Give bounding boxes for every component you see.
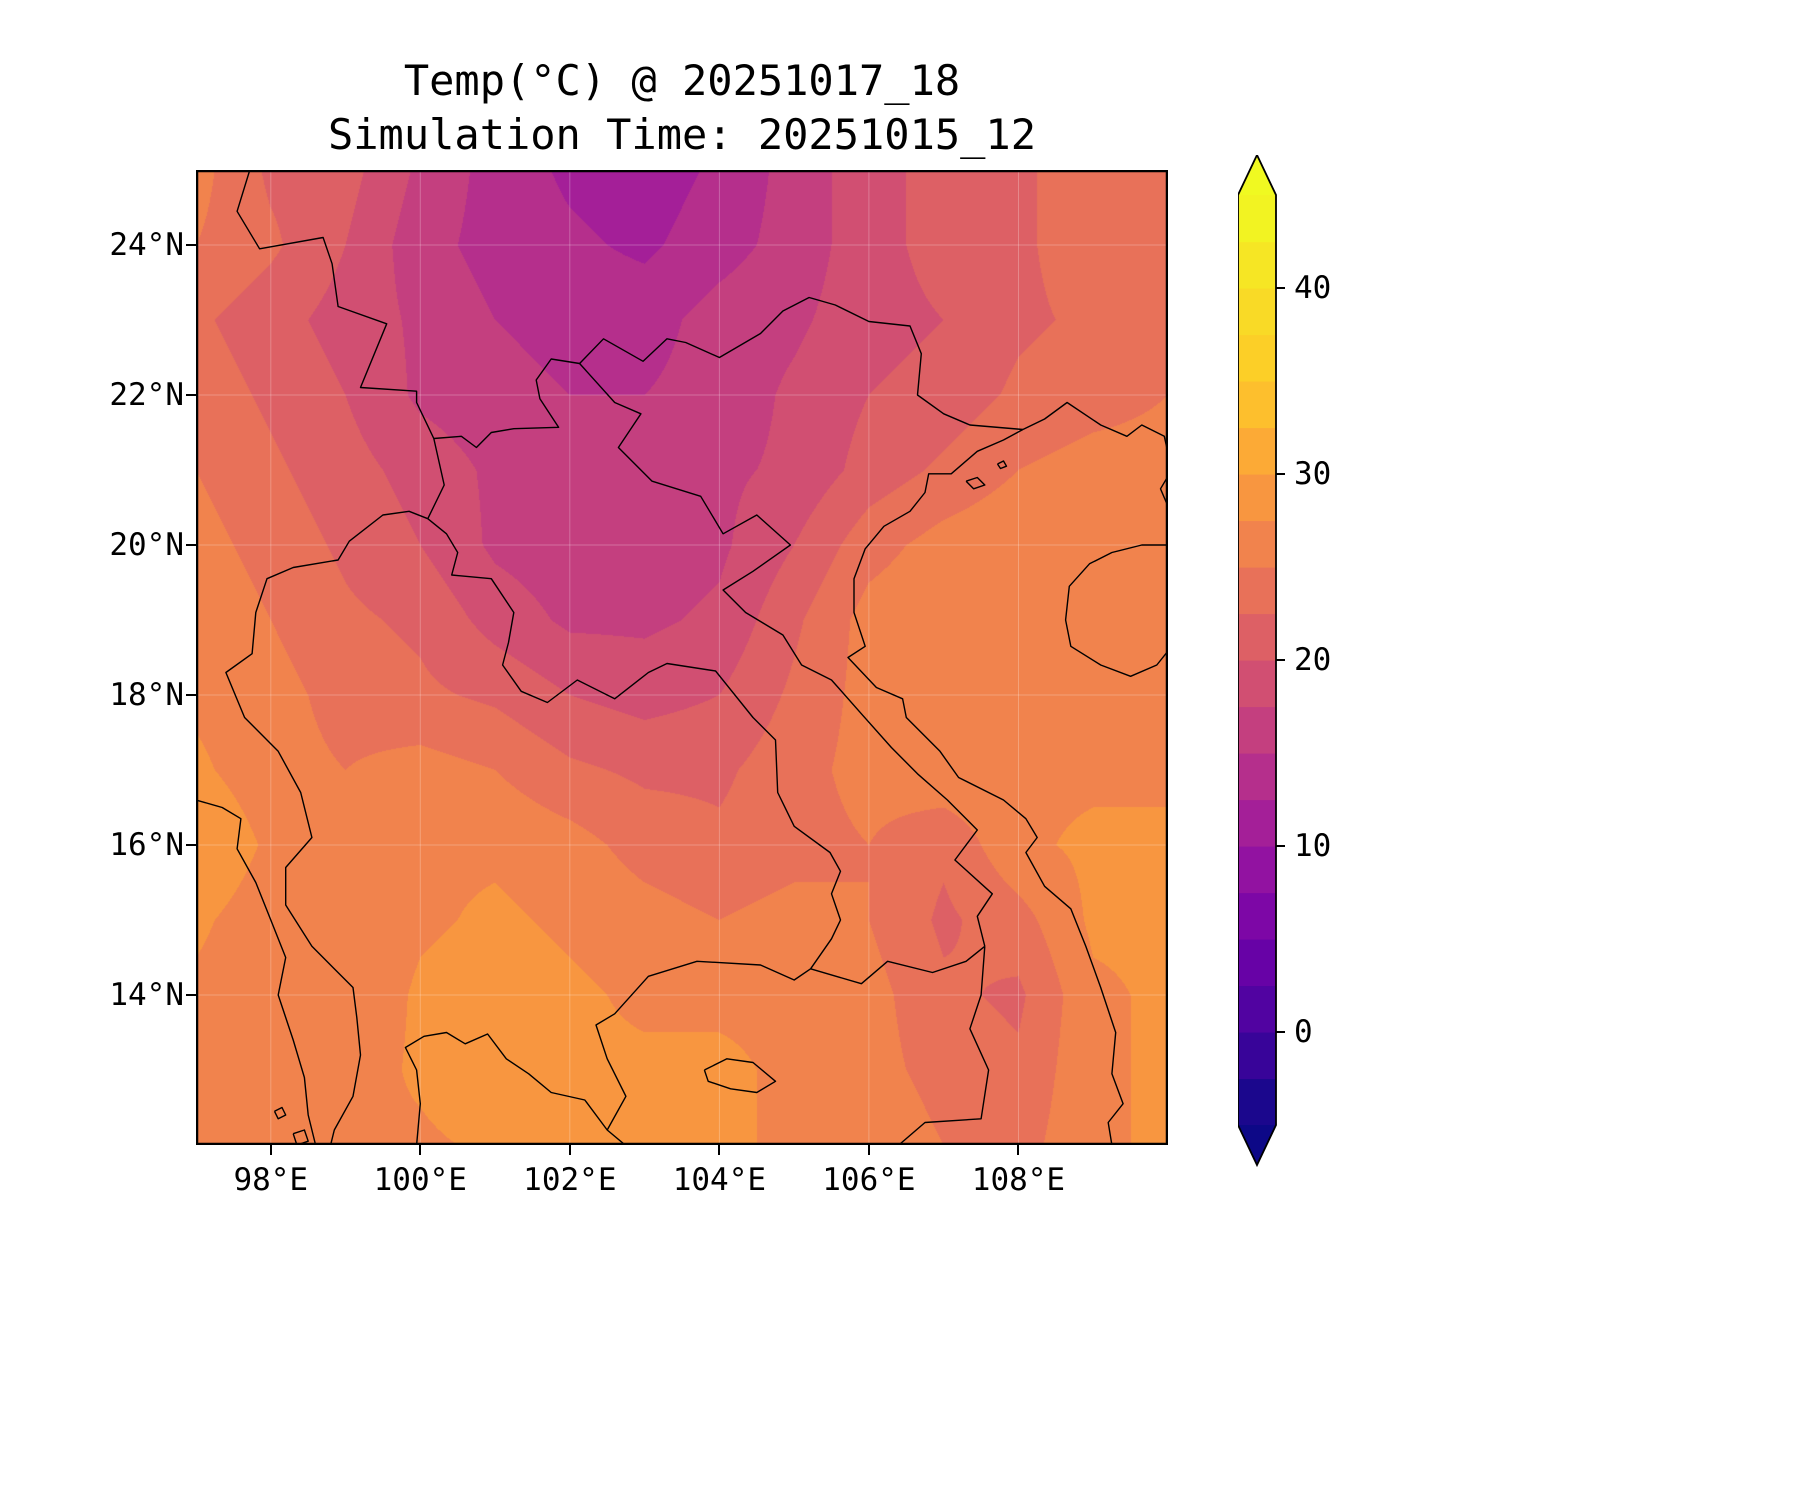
x-axis-tick-label: 102°E (523, 1162, 617, 1198)
colorbar-tick-label: 10 (1294, 828, 1332, 864)
plot-title-line1: Temp(°C) @ 20251017_18 (403, 56, 961, 105)
y-axis-tick-label: 18°N (109, 677, 184, 713)
x-axis-tick-label: 104°E (672, 1162, 767, 1198)
x-axis-tick-mark (568, 1145, 571, 1155)
myanmar-thailand-border (225, 510, 429, 1145)
colorbar-band (1238, 706, 1276, 754)
colorbar-band (1238, 195, 1276, 243)
y-axis-tick-label: 24°N (109, 227, 184, 263)
small-island-1 (273, 1106, 287, 1120)
colorbar-band (1238, 660, 1276, 708)
x-axis-tick-mark (1017, 1145, 1020, 1155)
colorbar-band (1238, 1078, 1276, 1126)
colorbar-tick-label: 20 (1294, 642, 1332, 678)
y-axis-tick-mark (186, 244, 196, 246)
hainan-coastline (1064, 544, 1168, 677)
plot-title: Temp(°C) @ 20251017_18 Simulation Time: … (196, 54, 1168, 162)
x-axis-tick-label: 106°E (822, 1162, 916, 1198)
x-axis-tick-label: 108°E (971, 1162, 1066, 1198)
y-axis-tick-mark (186, 844, 196, 846)
colorbar-band (1238, 799, 1276, 847)
colorbar-tick-label: 40 (1294, 270, 1332, 306)
colorbar-band (1238, 241, 1276, 289)
map-overlay-svg (196, 170, 1168, 1145)
colorbar-band (1238, 892, 1276, 940)
colorbar-band (1238, 474, 1276, 522)
x-axis-tick-mark (718, 1145, 721, 1155)
colorbar-band (1238, 753, 1276, 801)
colorbar-band (1238, 1032, 1276, 1080)
y-axis-tick-label: 16°N (109, 827, 184, 863)
colorbar-band (1238, 985, 1276, 1033)
colorbar-band (1238, 613, 1276, 661)
x-axis-tick-label: 100°E (373, 1162, 467, 1198)
thailand-cambodia-border (595, 960, 811, 1131)
colorbar-outline (1238, 155, 1277, 1168)
map-plot-area (196, 170, 1168, 1145)
x-axis-tick-mark (269, 1145, 272, 1155)
myanmar-coastline (196, 799, 317, 1145)
colorbar-band (1238, 427, 1276, 475)
colorbar-band (1238, 381, 1276, 429)
vietnam-coastline (847, 428, 1124, 1145)
x-axis-tick-label: 98°E (233, 1162, 309, 1198)
plot-title-line2: Simulation Time: 20251015_12 (327, 110, 1036, 159)
colorbar-tick-label: 30 (1294, 456, 1332, 492)
temperature-field-canvas (196, 170, 1168, 1145)
y-axis-tick-label: 22°N (109, 377, 184, 413)
catba-island (965, 476, 986, 490)
myanmar-laos-border (427, 438, 445, 520)
colorbar-band (1238, 288, 1276, 336)
china-laos-border (433, 358, 580, 449)
colorbar-band (1238, 334, 1276, 382)
tonle-sap-lake (703, 1058, 777, 1094)
x-axis-tick-mark (867, 1145, 870, 1155)
map-frame (196, 170, 1168, 1145)
colorbar-band (1238, 846, 1276, 894)
small-island-3 (996, 460, 1008, 470)
thailand-laos-border (427, 518, 842, 970)
colorbar-band (1238, 939, 1276, 987)
cambodia-vietnam-border (898, 946, 990, 1145)
china-vietnam-border (579, 296, 1023, 431)
china-coastline (1022, 401, 1168, 509)
colorbar-extend-triangle-bottom (1238, 1125, 1276, 1165)
y-axis-tick-label: 20°N (109, 527, 184, 563)
laos-vietnam-border (579, 363, 993, 947)
gulf-of-thailand-coastline (404, 1031, 627, 1145)
y-axis-tick-mark (186, 994, 196, 996)
colorbar-extend-triangle-top (1238, 155, 1276, 195)
colorbar-band (1238, 520, 1276, 568)
y-axis-tick-mark (186, 694, 196, 696)
colorbar-band (1238, 567, 1276, 615)
x-axis-tick-mark (419, 1145, 422, 1155)
colorbar-tick-label: 0 (1294, 1014, 1313, 1050)
laos-cambodia-border (810, 945, 986, 985)
y-axis-tick-label: 14°N (109, 977, 184, 1013)
small-island-2 (292, 1129, 309, 1145)
colorbar (1238, 155, 1285, 1168)
y-axis-tick-mark (186, 394, 196, 396)
china-myanmar-border (236, 170, 435, 439)
y-axis-tick-mark (186, 544, 196, 546)
